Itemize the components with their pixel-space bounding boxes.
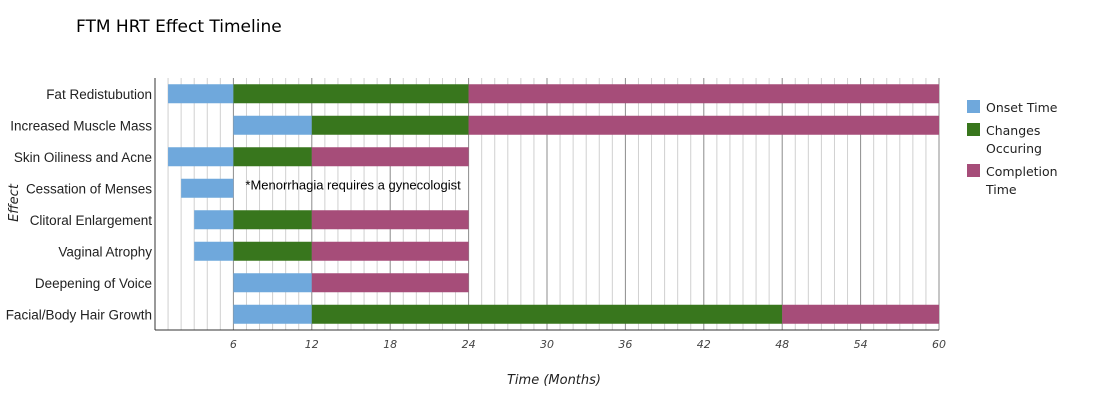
bar-segment-0-5 bbox=[194, 241, 234, 261]
x-tick-label: 18 bbox=[383, 338, 397, 351]
category-label: Cessation of Menses bbox=[26, 181, 152, 196]
category-label: Clitoral Enlargement bbox=[30, 213, 153, 228]
legend-swatch bbox=[967, 123, 980, 136]
axes bbox=[154, 78, 939, 331]
x-tick-label: 36 bbox=[618, 338, 632, 351]
category-label: Deepening of Voice bbox=[35, 276, 152, 291]
bar-segment-2-1 bbox=[468, 115, 939, 135]
annotations: *Menorrhagia requires a gynecologist bbox=[245, 177, 461, 192]
x-tick-label: 24 bbox=[462, 338, 476, 351]
legend-label: Onset Time bbox=[986, 100, 1058, 115]
x-tick-label: 30 bbox=[540, 338, 554, 351]
x-axis-title: Time (Months) bbox=[507, 373, 601, 388]
bar-segment-0-7 bbox=[233, 304, 312, 324]
x-tick-label: 48 bbox=[775, 338, 789, 351]
x-tick-label: 6 bbox=[230, 338, 237, 351]
category-labels: Fat Redistubution Increased Muscle Mass Sk… bbox=[6, 87, 153, 323]
bar-segment-1-0 bbox=[233, 84, 469, 104]
bar-segment-1-2 bbox=[233, 147, 312, 167]
legend-swatch bbox=[967, 100, 980, 113]
legend-label: Changes Occuring bbox=[986, 123, 1042, 156]
y-axis-title: Effect bbox=[7, 183, 22, 222]
category-label: Increased Muscle Mass bbox=[10, 118, 152, 133]
bar-segment-1-4 bbox=[233, 210, 312, 230]
category-label: Vaginal Atrophy bbox=[58, 244, 152, 259]
bar-segment-0-4 bbox=[194, 210, 234, 230]
bar-segment-0-3 bbox=[181, 178, 234, 198]
bar-segment-2-0 bbox=[468, 84, 939, 104]
bar-segment-2-2 bbox=[311, 147, 469, 167]
legend: Onset Time Changes Occuring Completion Time bbox=[967, 100, 1058, 197]
bar-segment-0-1 bbox=[233, 115, 312, 135]
x-tick-label: 42 bbox=[697, 338, 711, 351]
bar-segment-1-7 bbox=[311, 304, 783, 324]
bar-segment-0-6 bbox=[233, 273, 312, 293]
x-tick-label: 60 bbox=[932, 338, 946, 351]
bar-segment-0-2 bbox=[168, 147, 234, 167]
bar-segment-2-7 bbox=[782, 304, 939, 324]
bar-segment-2-6 bbox=[311, 273, 469, 293]
annotation-note: *Menorrhagia requires a gynecologist bbox=[245, 177, 461, 192]
category-label: Facial/Body Hair Growth bbox=[6, 307, 152, 322]
bar-segment-1-5 bbox=[233, 241, 312, 261]
chart-title: FTM HRT Effect Timeline bbox=[76, 17, 282, 37]
legend-swatch bbox=[967, 164, 980, 177]
bar-segment-0-0 bbox=[168, 84, 234, 104]
category-label: Skin Oiliness and Acne bbox=[14, 150, 152, 165]
bars bbox=[168, 84, 939, 324]
bar-segment-2-5 bbox=[311, 241, 469, 261]
bar-segment-1-1 bbox=[311, 115, 469, 135]
category-label: Fat Redistubution bbox=[46, 87, 152, 102]
x-tick-label: 12 bbox=[305, 338, 319, 351]
bar-segment-2-4 bbox=[311, 210, 469, 230]
x-tick-labels: 6 12 18 24 30 36 42 48 54 60 bbox=[230, 338, 946, 351]
legend-label: Completion Time bbox=[985, 164, 1058, 197]
x-tick-label: 54 bbox=[854, 338, 868, 351]
